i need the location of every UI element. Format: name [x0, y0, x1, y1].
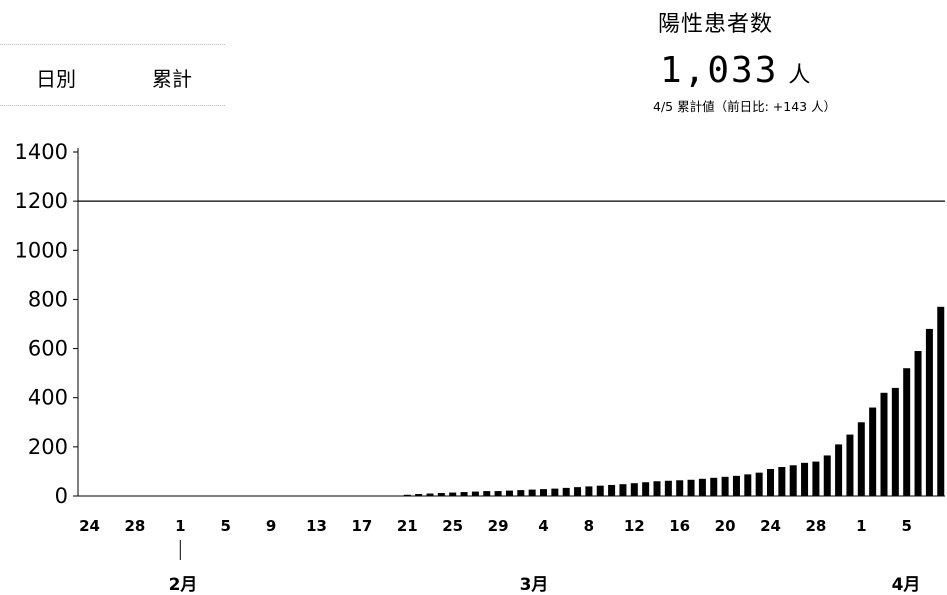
- bar: [767, 468, 774, 496]
- bar: [937, 306, 945, 496]
- bar: [608, 484, 616, 496]
- y-tick-label: 1200: [15, 189, 68, 213]
- bar: [653, 481, 661, 496]
- bar: [437, 493, 445, 496]
- x-tick-label: 13: [306, 517, 327, 535]
- bar: [494, 491, 502, 496]
- month-label: 4月: [892, 575, 921, 595]
- bar: [891, 387, 899, 496]
- bar: [880, 392, 888, 496]
- x-tick-label: 16: [669, 517, 690, 535]
- bar: [517, 490, 525, 496]
- view-toggle: 日別 累計: [0, 44, 225, 106]
- bar: [698, 478, 706, 496]
- bar: [471, 491, 479, 496]
- bar: [460, 492, 468, 496]
- bar: [744, 474, 752, 496]
- month-labels: 2月 3月 4月: [169, 540, 921, 595]
- bar: [664, 480, 672, 496]
- bar: [585, 486, 593, 496]
- bar: [596, 485, 604, 496]
- bar: [755, 472, 763, 496]
- bar: [426, 493, 434, 496]
- bar: [528, 489, 536, 496]
- summary-count: 1,033: [660, 50, 779, 91]
- y-tick-label: 1000: [15, 238, 68, 262]
- x-tick-label: 29: [488, 517, 509, 535]
- daily-tab[interactable]: 日別: [36, 67, 76, 91]
- summary-title: 陽性患者数: [658, 12, 774, 37]
- month-label: 3月: [520, 575, 549, 595]
- bar: [789, 465, 797, 496]
- bar: [903, 368, 911, 496]
- bar: [801, 462, 809, 496]
- y-tick-label: 800: [28, 287, 68, 311]
- summary-header: 陽性患者数 1,033 人 4/5 累計値（前日比: +143 人）: [653, 6, 836, 114]
- x-tick-label: 28: [124, 517, 145, 535]
- y-axis: 0 200 400 600 800 1000 1200 1400: [15, 140, 945, 508]
- x-tick-label: 9: [266, 517, 276, 535]
- bar: [721, 476, 729, 496]
- bar: [869, 407, 877, 496]
- bar: [778, 467, 786, 496]
- y-tick-label: 400: [28, 386, 68, 410]
- x-tick-label: 24: [79, 517, 100, 535]
- x-tick-label: 20: [715, 517, 736, 535]
- cumulative-tab[interactable]: 累計: [152, 67, 192, 91]
- y-tick-label: 600: [28, 337, 68, 361]
- x-tick-label: 1: [175, 517, 185, 535]
- bar: [415, 494, 423, 496]
- bars: [403, 306, 945, 496]
- bar: [574, 487, 582, 496]
- x-tick-label: 24: [760, 517, 781, 535]
- x-tick-label: 4: [538, 517, 548, 535]
- bar: [732, 475, 740, 496]
- x-tick-label: 8: [584, 517, 594, 535]
- bar: [914, 351, 922, 496]
- bar: [835, 444, 843, 496]
- x-tick-label: 12: [624, 517, 645, 535]
- bar: [676, 480, 684, 496]
- y-tick-label: 0: [55, 484, 68, 508]
- bar: [857, 422, 865, 496]
- bar: [630, 483, 638, 496]
- y-tick-label: 200: [28, 435, 68, 459]
- x-tick-label: 5: [220, 517, 230, 535]
- x-tick-label: 5: [901, 517, 911, 535]
- bar: [505, 490, 513, 496]
- bar: [403, 494, 411, 496]
- bar: [483, 491, 491, 496]
- bar: [619, 484, 627, 496]
- bar: [687, 479, 695, 496]
- bar: [846, 434, 854, 496]
- x-tick-label: 21: [397, 517, 418, 535]
- y-tick-label: 1400: [15, 140, 68, 164]
- x-tick-label: 17: [351, 517, 372, 535]
- bar: [812, 461, 820, 496]
- bar: [710, 477, 718, 496]
- x-tick-label: 28: [805, 517, 826, 535]
- bar: [823, 455, 831, 496]
- summary-note: 4/5 累計値（前日比: +143 人）: [653, 99, 837, 114]
- bar: [925, 328, 933, 496]
- bar: [449, 492, 457, 496]
- x-tick-label: 1: [856, 517, 866, 535]
- summary-unit: 人: [788, 63, 811, 88]
- month-label: 2月: [169, 575, 198, 595]
- summary-count-row: 1,033 人: [660, 50, 810, 91]
- bar: [540, 489, 547, 496]
- x-axis: 24 28 1 5 9 13 17 21 25 29 4 8 12 16 20 24 28 1 5: [79, 517, 912, 535]
- bar: [562, 487, 570, 496]
- bar: [551, 488, 559, 496]
- x-tick-label: 25: [442, 517, 463, 535]
- bar: [642, 482, 650, 496]
